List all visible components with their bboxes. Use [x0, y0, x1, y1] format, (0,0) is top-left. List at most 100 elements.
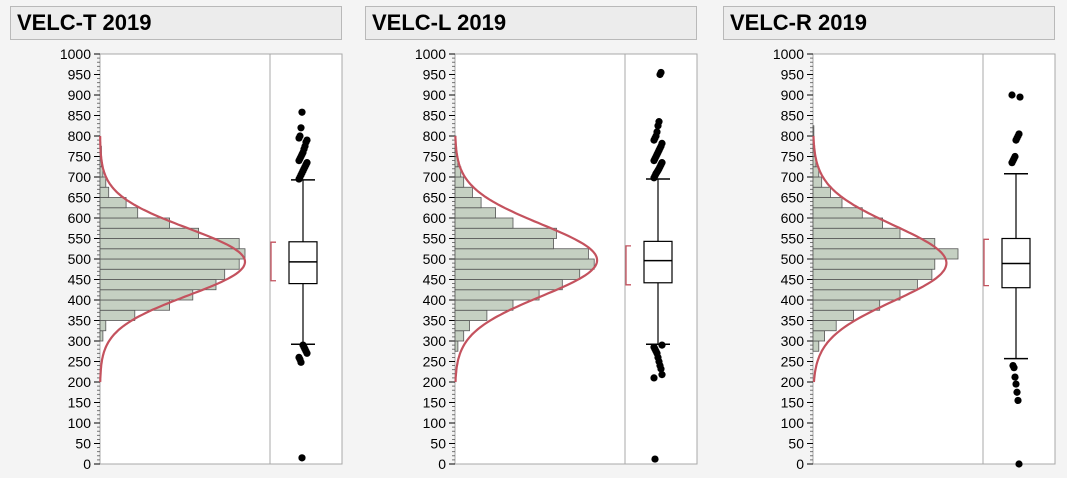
y-tick-label: 450	[781, 272, 805, 288]
y-tick-label: 0	[438, 456, 446, 472]
y-tick-label: 250	[423, 354, 447, 370]
y-tick-label: 200	[68, 374, 92, 390]
outlier-point	[1014, 396, 1022, 405]
y-tick-label: 750	[423, 149, 447, 165]
y-tick-label: 650	[423, 190, 447, 206]
iqr-box	[643, 240, 673, 284]
y-tick-label: 700	[781, 169, 805, 185]
histogram-bar	[454, 197, 482, 209]
y-tick-label: 850	[781, 108, 805, 124]
histogram-bar	[454, 340, 459, 352]
histogram-bar	[454, 248, 589, 260]
histogram-bar	[812, 207, 863, 219]
y-tick-label: 400	[68, 292, 92, 308]
outlier-point	[658, 159, 666, 167]
outlier-point	[303, 349, 311, 357]
outlier-point	[658, 371, 666, 379]
y-tick-label: 500	[781, 251, 805, 267]
histogram-bar	[812, 299, 881, 311]
y-tick-label: 850	[68, 108, 92, 124]
y-tick-label: 0	[796, 456, 804, 472]
y-tick-label: 950	[423, 67, 447, 83]
histogram-bar	[812, 186, 831, 198]
histogram-bar	[812, 289, 901, 301]
mean-ci-bracket	[270, 241, 276, 282]
outlier-point	[657, 365, 665, 373]
iqr-box	[288, 241, 318, 285]
histogram-bar	[812, 227, 901, 239]
chart-panel-velc-t: VELC-T 2019 0 50 100 150 200 250 300 350 400 450 5…	[10, 0, 344, 478]
outlier-point	[1011, 152, 1019, 161]
histogram-bar	[454, 227, 557, 239]
y-tick-label: 750	[68, 149, 92, 165]
y-tick-label: 100	[68, 415, 92, 431]
outlier-point	[296, 132, 304, 140]
histogram-bar	[99, 330, 104, 342]
histogram-bar	[454, 176, 465, 188]
outlier-point	[303, 159, 311, 167]
histogram-bar	[99, 176, 107, 188]
y-tick-label: 600	[68, 210, 92, 226]
y-tick-label: 250	[781, 354, 805, 370]
y-tick-label: 1000	[415, 46, 446, 62]
histogram-bar	[99, 217, 170, 229]
outlier-point	[650, 374, 658, 382]
y-tick-label: 550	[68, 231, 92, 247]
outlier-point	[655, 118, 663, 126]
normal-fit-curve	[812, 136, 948, 383]
histogram-bar	[812, 320, 837, 332]
histogram-bar	[812, 197, 843, 209]
outlier-point	[1013, 388, 1021, 396]
outlier-point	[298, 454, 306, 462]
y-tick-label: 500	[423, 251, 447, 267]
outlier-point	[1015, 130, 1023, 138]
y-tick-label: 400	[423, 292, 447, 308]
histogram-bar	[99, 248, 246, 260]
outlier-point	[1012, 380, 1020, 388]
y-tick-label: 100	[781, 415, 805, 431]
outlier-point	[303, 136, 311, 144]
y-tick-label: 50	[430, 436, 446, 452]
histogram-bar	[812, 258, 936, 270]
y-tick-label: 450	[68, 272, 92, 288]
histogram-bar	[454, 299, 514, 311]
histogram-bar	[812, 268, 933, 280]
histogram-bar	[812, 176, 823, 188]
histogram-bar	[812, 309, 854, 321]
histogram-bar	[454, 207, 496, 219]
histogram-bar	[99, 207, 139, 219]
y-tick-label: 650	[68, 190, 92, 206]
outlier-point	[658, 139, 666, 147]
chart-velc-l: 0 50 100 150 200 250 300 350 400 450 500 550 600 650 7…	[415, 46, 698, 472]
histogram-bar	[99, 258, 240, 270]
y-tick-label: 350	[781, 313, 805, 329]
histogram-bar	[812, 125, 815, 137]
outlier-point	[1015, 460, 1023, 468]
mean-ci-bracket	[625, 245, 631, 286]
histogram-bar	[99, 279, 217, 291]
y-tick-label: 950	[781, 67, 805, 83]
histogram-bar	[812, 238, 936, 250]
histogram-bar	[812, 330, 825, 342]
histogram-bar	[454, 268, 581, 280]
y-tick-label: 50	[75, 436, 91, 452]
histogram-bar	[454, 289, 540, 301]
y-tick-label: 800	[423, 128, 447, 144]
y-tick-label: 1000	[773, 46, 804, 62]
y-tick-label: 150	[68, 395, 92, 411]
histogram-bar	[99, 320, 107, 332]
histogram-bar	[99, 299, 170, 311]
y-tick-label: 950	[68, 67, 92, 83]
y-tick-label: 600	[781, 210, 805, 226]
chart-title: VELC-L 2019	[365, 6, 697, 40]
y-tick-label: 800	[68, 128, 92, 144]
histogram-bar	[454, 320, 470, 332]
y-tick-label: 900	[68, 87, 92, 103]
outlier-point	[658, 341, 666, 349]
histogram-bar	[99, 227, 199, 239]
y-tick-label: 550	[781, 231, 805, 247]
y-tick-label: 350	[423, 313, 447, 329]
y-tick-label: 500	[68, 251, 92, 267]
histogram-bar	[99, 186, 110, 198]
histogram-bar	[454, 258, 595, 270]
